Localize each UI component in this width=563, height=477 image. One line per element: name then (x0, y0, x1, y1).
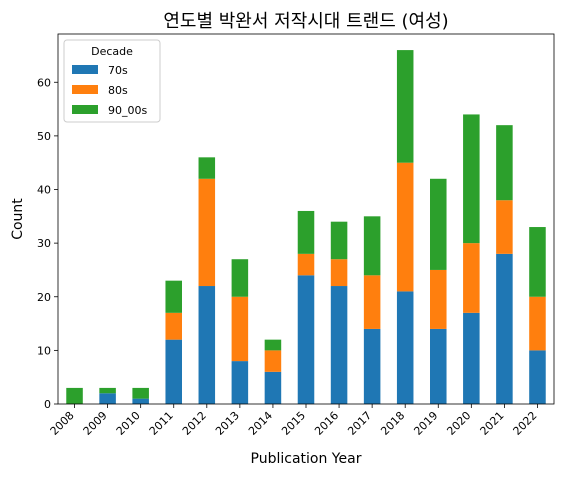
bar-90_00s-2022 (529, 227, 546, 297)
bar-70s-2009 (99, 393, 116, 404)
y-axis-label: Count (10, 198, 26, 240)
bar-70s-2013 (231, 361, 249, 404)
bar-70s-2022 (529, 350, 546, 404)
bar-70s-2020 (463, 312, 480, 404)
bar-90_00s-2014 (264, 339, 282, 351)
y-tick-label: 10 (37, 344, 51, 357)
bar-80s-2022 (529, 296, 546, 351)
bar-80s-2012 (198, 178, 216, 287)
legend-swatch-80s (72, 85, 98, 94)
bar-90_00s-2013 (231, 259, 249, 297)
bar-70s-2014 (264, 371, 282, 404)
x-tick-label: 2008 (48, 409, 77, 438)
x-tick-label: 2016 (312, 409, 341, 438)
bar-80s-2018 (396, 162, 414, 292)
bar-90_00s-2018 (396, 50, 414, 163)
bar-70s-2016 (330, 286, 348, 404)
bar-70s-2011 (165, 339, 182, 404)
x-tick-label: 2013 (213, 409, 242, 438)
y-tick-label: 50 (37, 130, 51, 143)
legend-swatch-70s (72, 65, 98, 74)
x-tick-label: 2019 (411, 409, 440, 438)
bar-80s-2011 (165, 312, 182, 340)
bar-70s-2021 (496, 253, 513, 404)
bar-90_00s-2021 (496, 125, 513, 201)
x-tick-label: 2009 (81, 409, 110, 438)
bar-90_00s-2015 (297, 210, 315, 254)
bar-90_00s-2012 (198, 157, 216, 179)
bar-90_00s-2011 (165, 280, 182, 313)
bar-80s-2014 (264, 350, 282, 372)
x-tick-label: 2015 (279, 409, 308, 438)
legend-swatch-90_00s (72, 105, 98, 114)
x-tick-label: 2014 (246, 409, 275, 438)
bar-90_00s-2016 (330, 221, 348, 260)
x-tick-label: 2017 (345, 409, 374, 438)
y-tick-label: 30 (37, 237, 51, 250)
x-axis-label: Publication Year (251, 451, 362, 467)
x-tick-label: 2021 (478, 409, 507, 438)
x-tick-label: 2020 (444, 409, 473, 438)
bar-80s-2020 (463, 243, 480, 313)
bar-80s-2021 (496, 200, 513, 254)
x-tick-label: 2022 (511, 409, 540, 438)
chart-title: 연도별 박완서 저작시대 트랜드 (여성) (163, 11, 448, 32)
bar-70s-2012 (198, 286, 216, 404)
y-tick-label: 0 (44, 398, 51, 411)
bar-70s-2018 (396, 291, 414, 404)
bar-90_00s-2009 (99, 387, 116, 394)
legend-label-80s: 80s (108, 84, 128, 97)
bar-80s-2016 (330, 259, 348, 287)
bar-90_00s-2020 (463, 114, 480, 244)
bar-90_00s-2008 (66, 387, 83, 404)
x-tick-label: 2010 (114, 409, 143, 438)
y-tick-label: 40 (37, 184, 51, 197)
x-tick-label: 2011 (147, 409, 176, 438)
bar-80s-2013 (231, 296, 249, 362)
legend-label-70s: 70s (108, 64, 128, 77)
y-tick-label: 20 (37, 291, 51, 304)
bar-80s-2019 (430, 269, 447, 329)
bar-70s-2015 (297, 275, 315, 404)
bar-70s-2010 (132, 398, 149, 404)
bar-80s-2015 (297, 253, 315, 276)
x-tick-label: 2012 (180, 409, 209, 438)
legend-title: Decade (91, 45, 133, 58)
legend-label-90_00s: 90_00s (108, 104, 147, 117)
y-tick-label: 60 (37, 76, 51, 89)
bar-70s-2019 (430, 328, 447, 404)
x-tick-label: 2018 (378, 409, 407, 438)
legend: Decade 70s 80s 90_00s (63, 39, 161, 123)
bar-90_00s-2017 (363, 216, 381, 276)
legend-box (63, 39, 161, 123)
bar-90_00s-2010 (132, 387, 149, 399)
bar-90_00s-2019 (430, 178, 447, 270)
bar-80s-2017 (363, 275, 381, 329)
bar-70s-2017 (363, 328, 381, 404)
